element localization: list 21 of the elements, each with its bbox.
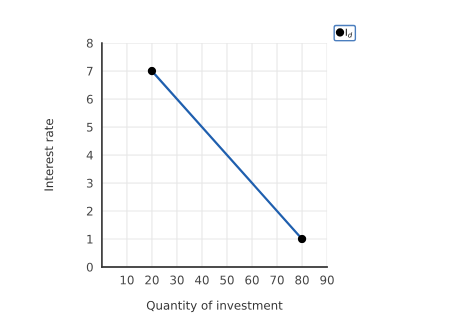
x-tick-label: 90 <box>320 276 334 284</box>
x-tick-label: 30 <box>170 276 184 284</box>
x-tick-label: 20 <box>145 276 159 284</box>
y-tick-label: 2 <box>86 206 92 216</box>
y-tick-label: 3 <box>86 178 93 188</box>
y-tick-label: 0 <box>86 262 93 272</box>
x-tick-label: 60 <box>245 276 259 284</box>
x-tick-label: 70 <box>270 276 284 284</box>
x-tick-label: 80 <box>295 276 309 284</box>
y-tick-label: 1 <box>87 234 92 244</box>
legend-label: I$_{d}$ <box>346 28 352 38</box>
y-axis-title: Interest rate <box>44 119 54 190</box>
x-tick-label: 10 <box>120 276 134 284</box>
y-tick-label: 7 <box>87 66 93 76</box>
x-tick-label: 50 <box>220 276 234 284</box>
y-tick-label: 5 <box>86 122 93 132</box>
y-tick-label: 8 <box>86 38 93 48</box>
y-tick-label: 4 <box>86 150 93 160</box>
y-tick-label: 6 <box>86 94 93 104</box>
x-tick-label: 40 <box>195 276 209 284</box>
x-axis-title: Quantity of investment <box>146 300 282 312</box>
